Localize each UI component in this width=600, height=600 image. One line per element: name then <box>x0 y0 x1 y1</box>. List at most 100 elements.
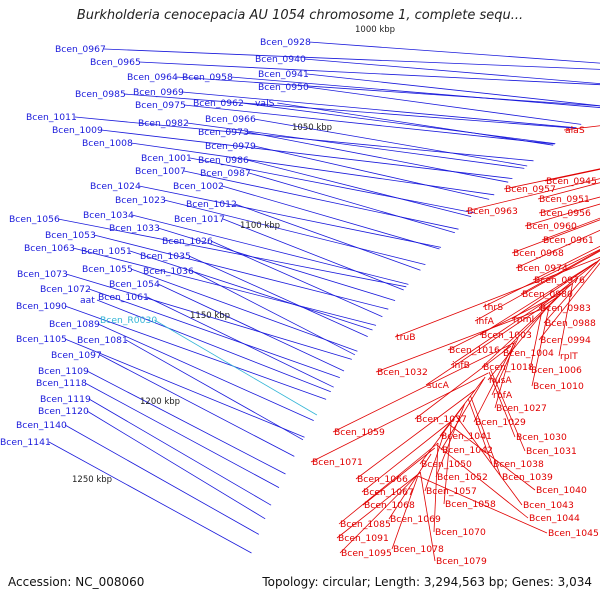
gene-label[interactable]: Bcen_0940 <box>255 54 306 65</box>
gene-label[interactable]: Bcen_1120 <box>38 406 89 417</box>
gene-label[interactable]: Bcen_1016 <box>449 345 500 356</box>
gene-label[interactable]: Bcen_1085 <box>340 519 391 530</box>
gene-label[interactable]: Bcen_0962 <box>193 98 244 109</box>
gene-label[interactable]: Bcen_0985 <box>75 89 126 100</box>
gene-label[interactable]: Bcen_1053 <box>45 230 96 241</box>
gene-label[interactable]: Bcen_0980 <box>522 289 573 300</box>
gene-label[interactable]: Bcen_1119 <box>40 394 91 405</box>
gene-label[interactable]: alaS <box>565 125 585 136</box>
gene-label[interactable]: Bcen_0963 <box>467 206 518 217</box>
gene-label[interactable]: Bcen_1009 <box>52 125 103 136</box>
gene-label[interactable]: Bcen_0966 <box>205 114 256 125</box>
gene-label[interactable]: Bcen_0957 <box>505 184 556 195</box>
gene-label[interactable]: ihfA <box>476 316 495 327</box>
gene-label[interactable]: Bcen_1042 <box>442 445 493 456</box>
gene-label[interactable]: Bcen_1035 <box>140 251 191 262</box>
gene-label[interactable]: Bcen_1045 <box>548 528 599 539</box>
gene-label[interactable]: Bcen_1032 <box>377 367 428 378</box>
gene-label[interactable]: Bcen_0964 <box>127 72 178 83</box>
gene-label[interactable]: Bcen_0968 <box>513 248 564 259</box>
gene-label[interactable]: rpmI <box>513 314 534 325</box>
gene-label[interactable]: Bcen_0956 <box>540 208 591 219</box>
gene-label[interactable]: Bcen_1044 <box>529 513 580 524</box>
gene-label[interactable]: Bcen_1066 <box>357 474 408 485</box>
gene-label[interactable]: Bcen_1081 <box>77 335 128 346</box>
gene-label[interactable]: Bcen_1057 <box>426 486 477 497</box>
gene-label[interactable]: Bcen_1039 <box>502 472 553 483</box>
gene-label[interactable]: Bcen_1073 <box>17 269 68 280</box>
gene-label[interactable]: Bcen_0960 <box>526 221 577 232</box>
gene-label[interactable]: Bcen_0979 <box>205 141 256 152</box>
gene-label[interactable]: Bcen_R0030 <box>100 315 157 326</box>
gene-label[interactable]: Bcen_1004 <box>503 348 554 359</box>
gene-label[interactable]: Bcen_1029 <box>475 417 526 428</box>
gene-label[interactable]: Bcen_1031 <box>526 446 577 457</box>
gene-label[interactable]: Bcen_1040 <box>536 485 587 496</box>
gene-label[interactable]: Bcen_1023 <box>115 195 166 206</box>
gene-label[interactable]: Bcen_1006 <box>531 365 582 376</box>
gene-label[interactable]: Bcen_0967 <box>55 44 106 55</box>
gene-label[interactable]: Bcen_0961 <box>543 235 594 246</box>
gene-label[interactable]: Bcen_1105 <box>16 334 67 345</box>
gene-label[interactable]: rbfA <box>493 390 513 401</box>
gene-label[interactable]: Bcen_1034 <box>83 210 134 221</box>
gene-label[interactable]: rplT <box>560 351 578 362</box>
gene-label[interactable]: Bcen_1140 <box>16 420 67 431</box>
gene-label[interactable]: Bcen_0928 <box>260 37 311 48</box>
gene-label[interactable]: aat <box>80 295 95 306</box>
gene-label[interactable]: Bcen_1109 <box>38 366 89 377</box>
gene-label[interactable]: Bcen_1089 <box>49 319 100 330</box>
gene-label[interactable]: Bcen_1038 <box>493 459 544 470</box>
gene-label[interactable]: Bcen_1070 <box>435 527 486 538</box>
gene-label[interactable]: Bcen_1008 <box>82 138 133 149</box>
gene-label[interactable]: Bcen_1071 <box>312 457 363 468</box>
gene-label[interactable]: Bcen_0988 <box>545 318 596 329</box>
gene-label[interactable]: Bcen_1033 <box>109 223 160 234</box>
gene-label[interactable]: Bcen_1054 <box>109 279 160 290</box>
gene-label[interactable]: Bcen_1056 <box>9 214 60 225</box>
gene-label[interactable]: nusA <box>489 375 512 386</box>
gene-label[interactable]: Bcen_0983 <box>540 303 591 314</box>
gene-label[interactable]: Bcen_0965 <box>90 57 141 68</box>
gene-label[interactable]: Bcen_1079 <box>436 556 487 567</box>
gene-label[interactable]: truB <box>396 332 416 343</box>
gene-label[interactable]: Bcen_0969 <box>133 87 184 98</box>
gene-label[interactable]: Bcen_0976 <box>534 275 585 286</box>
gene-label[interactable]: Bcen_1091 <box>338 533 389 544</box>
gene-label[interactable]: Bcen_1069 <box>390 514 441 525</box>
gene-label[interactable]: Bcen_1063 <box>24 243 75 254</box>
gene-label[interactable]: Bcen_0974 <box>517 263 568 274</box>
gene-label[interactable]: Bcen_0958 <box>182 72 233 83</box>
gene-label[interactable]: infB <box>452 360 470 371</box>
gene-label[interactable]: Bcen_1097 <box>51 350 102 361</box>
gene-label[interactable]: sucA <box>427 380 450 391</box>
gene-label[interactable]: Bcen_1052 <box>437 472 488 483</box>
gene-label[interactable]: Bcen_1141 <box>0 437 51 448</box>
gene-label[interactable]: Bcen_0973 <box>198 127 249 138</box>
gene-label[interactable]: Bcen_1050 <box>421 459 472 470</box>
gene-label[interactable]: Bcen_0941 <box>258 69 309 80</box>
gene-label[interactable]: Bcen_0982 <box>138 118 189 129</box>
gene-label[interactable]: Bcen_1003 <box>481 330 532 341</box>
gene-label[interactable]: Bcen_0975 <box>135 100 186 111</box>
gene-label[interactable]: Bcen_0950 <box>258 82 309 93</box>
gene-label[interactable]: Bcen_1067 <box>363 487 414 498</box>
gene-label[interactable]: Bcen_1010 <box>533 381 584 392</box>
gene-label[interactable]: Bcen_1059 <box>334 427 385 438</box>
gene-label[interactable]: Bcen_1007 <box>135 166 186 177</box>
gene-label[interactable]: Bcen_1036 <box>143 266 194 277</box>
gene-label[interactable]: Bcen_1043 <box>523 500 574 511</box>
gene-label[interactable]: Bcen_1055 <box>82 264 133 275</box>
gene-label[interactable]: Bcen_1051 <box>81 246 132 257</box>
gene-label[interactable]: Bcen_1058 <box>445 499 496 510</box>
gene-label[interactable]: Bcen_0987 <box>200 168 251 179</box>
gene-label[interactable]: Bcen_1017 <box>174 214 225 225</box>
gene-label[interactable]: Bcen_1002 <box>173 181 224 192</box>
gene-label[interactable]: Bcen_1068 <box>364 500 415 511</box>
gene-label[interactable]: Bcen_1012 <box>186 199 237 210</box>
gene-label[interactable]: Bcen_1018 <box>483 362 534 373</box>
gene-label[interactable]: Bcen_1001 <box>141 153 192 164</box>
gene-label[interactable]: Bcen_1090 <box>16 301 67 312</box>
gene-label[interactable]: Bcen_1095 <box>341 548 392 559</box>
gene-label[interactable]: Bcen_1027 <box>496 403 547 414</box>
